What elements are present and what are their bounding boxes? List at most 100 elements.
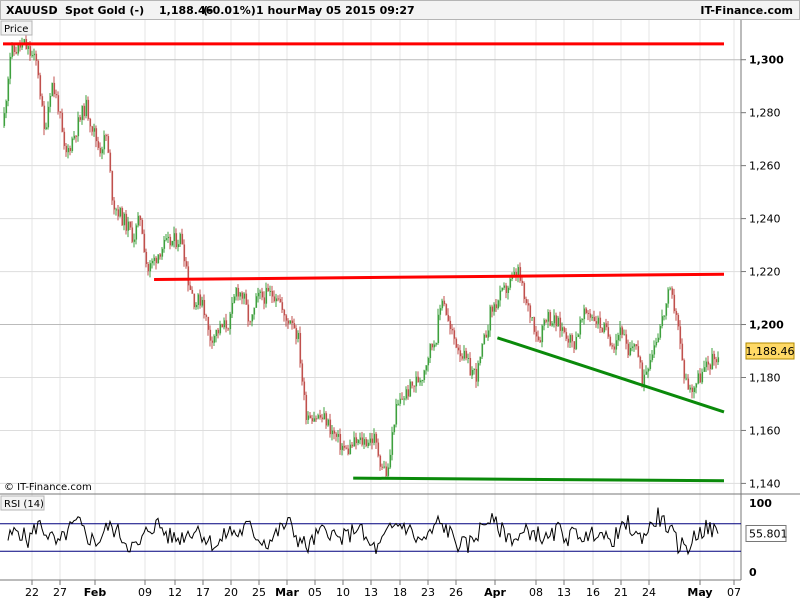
candle: [57, 91, 60, 115]
candle: [685, 373, 688, 381]
candle: [637, 340, 640, 358]
candle: [389, 449, 392, 469]
x-tick-label: 20: [224, 586, 238, 599]
candle: [189, 281, 192, 291]
candle: [629, 342, 632, 357]
candle: [129, 221, 132, 230]
candle: [139, 215, 142, 227]
candle: [169, 234, 172, 250]
candle: [265, 282, 268, 308]
candle: [657, 333, 660, 343]
candle: [197, 293, 200, 310]
last-price: 1,188.46: [159, 4, 214, 17]
candle: [99, 142, 102, 157]
candle: [475, 362, 478, 388]
candle: [61, 108, 64, 133]
x-tick-label: 08: [529, 586, 543, 599]
candle: [229, 311, 232, 335]
candle: [263, 291, 266, 310]
candle: [499, 285, 502, 307]
candle: [385, 461, 388, 479]
rsi-tick-label: 0: [749, 566, 757, 579]
candle: [415, 371, 418, 393]
candle: [287, 318, 290, 329]
candle: [313, 411, 316, 422]
candle: [185, 256, 188, 269]
candle: [327, 418, 330, 427]
candle: [3, 107, 6, 128]
candle: [33, 48, 36, 61]
candle: [639, 355, 642, 369]
candle: [467, 353, 470, 364]
candle: [491, 304, 494, 318]
candle: [369, 432, 372, 446]
candle: [41, 93, 44, 107]
candle: [399, 392, 402, 407]
price-change: (-0.01%): [203, 4, 256, 17]
candle: [349, 439, 352, 455]
candle: [115, 207, 118, 216]
candle: [421, 379, 424, 387]
candle: [39, 72, 42, 100]
candle: [709, 363, 712, 375]
candle: [121, 206, 124, 226]
x-tick-label: 05: [308, 586, 322, 599]
candle: [605, 318, 608, 331]
rsi-panel-label: RSI (14): [0, 495, 45, 511]
y-tick-label: 1,260: [749, 160, 781, 173]
candle: [17, 43, 20, 56]
candle: [211, 336, 214, 349]
candle: [329, 413, 332, 438]
candle: [113, 197, 116, 215]
candle: [515, 268, 518, 281]
candle: [659, 324, 662, 340]
candle: [183, 239, 186, 267]
candle: [19, 40, 22, 52]
candle: [325, 411, 328, 429]
candle: [583, 304, 586, 325]
candle: [627, 339, 630, 359]
candle: [461, 353, 464, 361]
candle: [503, 282, 506, 290]
y-tick-label: 1,140: [749, 477, 781, 490]
candle: [153, 254, 156, 266]
x-tick-label: 27: [53, 586, 67, 599]
x-tick-label: 21: [614, 586, 628, 599]
candle: [331, 425, 334, 441]
rsi-last-tag-box: [745, 524, 787, 542]
candle: [493, 302, 496, 316]
candle: [463, 345, 466, 361]
candle: [323, 407, 326, 420]
candle: [689, 384, 692, 393]
candle: [625, 329, 628, 350]
candle: [235, 287, 238, 301]
candle: [669, 286, 672, 291]
candle: [207, 316, 210, 336]
candle: [489, 304, 492, 337]
candle: [641, 360, 644, 388]
candle: [261, 287, 264, 301]
separator: -: [53, 4, 57, 17]
candle: [279, 294, 282, 303]
candle: [321, 413, 324, 423]
x-tick-label: 12: [168, 586, 182, 599]
candle: [143, 229, 146, 253]
rsi-last-tag-text: 55.801: [749, 527, 788, 540]
candle: [593, 310, 596, 322]
candle: [47, 101, 50, 130]
candle: [149, 260, 152, 278]
candle: [237, 284, 240, 301]
candle: [613, 343, 616, 354]
candle: [663, 315, 666, 321]
candle: [393, 424, 396, 435]
candle: [581, 318, 584, 323]
candle: [267, 283, 270, 292]
candle: [69, 145, 72, 156]
candle: [423, 369, 426, 383]
candle: [81, 105, 84, 125]
candle: [545, 318, 548, 324]
candle: [695, 382, 698, 394]
candle: [431, 343, 434, 351]
candle: [233, 294, 236, 304]
candle: [713, 350, 716, 366]
